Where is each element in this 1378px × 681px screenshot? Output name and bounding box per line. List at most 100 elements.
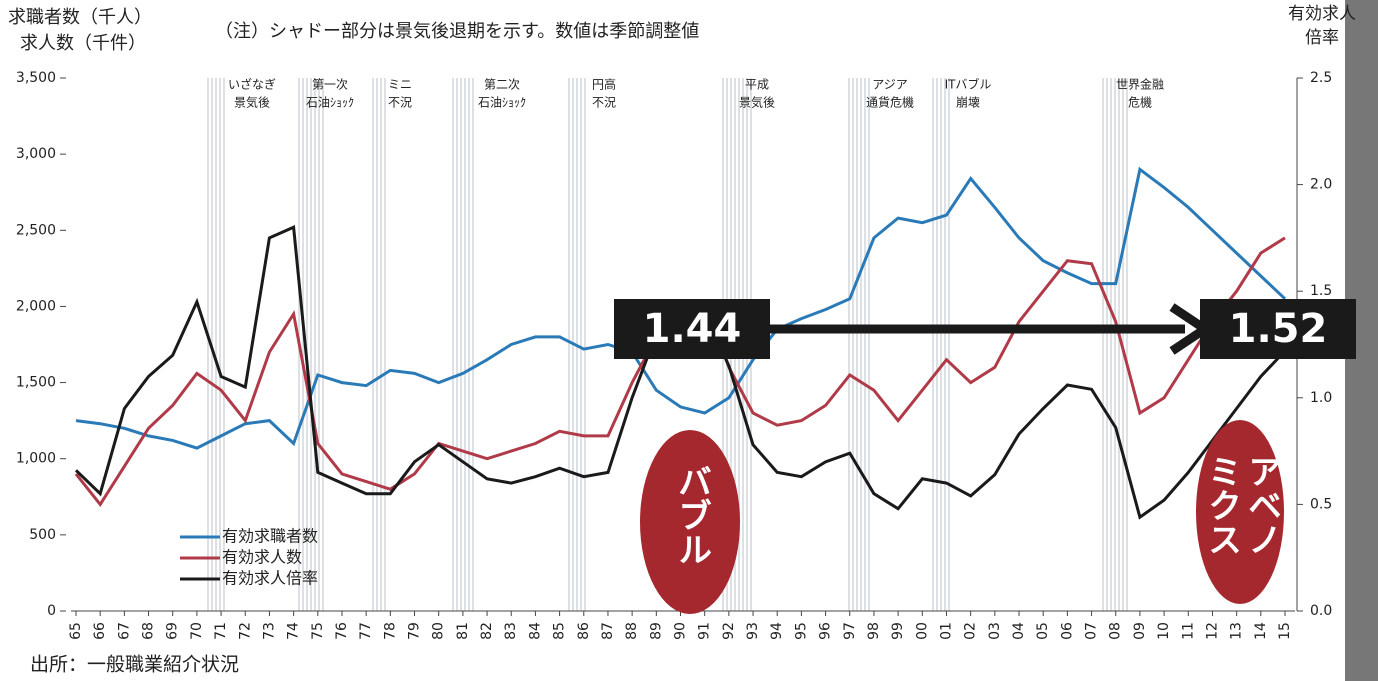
recession-band <box>376 78 378 611</box>
recession-band <box>848 78 850 611</box>
recession-band <box>568 78 570 611</box>
callout-label: 1.44 <box>643 306 742 352</box>
recession-label: 不況 <box>592 95 616 110</box>
recession-band <box>314 78 316 611</box>
recession-band <box>215 78 217 611</box>
x-tick-label: 86 <box>576 622 592 640</box>
x-tick-label: 94 <box>769 622 785 640</box>
y-axis-label: 求人数（千件） <box>20 33 146 54</box>
y2-tick-label: 1.5 <box>1310 283 1332 299</box>
legend-label: 有効求人数 <box>222 548 302 567</box>
recession-band <box>944 78 946 611</box>
x-tick-label: 91 <box>697 622 713 640</box>
x-tick-label: 77 <box>358 622 374 640</box>
y-tick-label: 2,500 <box>16 222 56 238</box>
recession-band <box>856 78 858 611</box>
recession-band <box>452 78 454 611</box>
callout-box <box>1200 299 1356 359</box>
recession-band <box>932 78 934 611</box>
recession-band <box>852 78 854 611</box>
recession-label: 第一次 <box>312 78 348 92</box>
x-tick-label: 99 <box>890 622 906 640</box>
recession-label: 不況 <box>388 95 412 110</box>
x-tick-label: 03 <box>987 622 1003 640</box>
x-tick-label: 98 <box>866 622 882 640</box>
recession-band <box>372 78 374 611</box>
x-tick-label: 01 <box>938 622 954 640</box>
x-tick-label: 81 <box>455 622 471 640</box>
callout-label: 1.52 <box>1229 306 1328 352</box>
y-tick-label: 1,000 <box>16 451 56 467</box>
recession-band <box>306 78 308 611</box>
recession-label: 通貨危機 <box>866 95 914 110</box>
x-tick-label: 84 <box>527 622 543 640</box>
x-tick-label: 80 <box>431 622 447 640</box>
recession-band <box>460 78 462 611</box>
x-tick-label: 79 <box>407 622 423 640</box>
recession-label: 景気後 <box>739 95 775 110</box>
recession-label: 世界金融 <box>1116 77 1164 92</box>
x-tick-label: 87 <box>600 622 616 640</box>
recession-label: 石油ｼｮｯｸ <box>478 96 526 110</box>
y-tick-label: 0 <box>47 603 56 619</box>
y2-tick-label: 1.0 <box>1310 390 1332 406</box>
series-line <box>75 166 1287 450</box>
x-tick-label: 07 <box>1084 622 1100 640</box>
recession-band <box>302 78 304 611</box>
x-tick-label: 02 <box>963 622 979 640</box>
x-tick-label: 82 <box>479 622 495 640</box>
recession-band <box>580 78 582 611</box>
recession-band <box>1126 78 1128 611</box>
recession-label: 第二次 <box>484 78 520 92</box>
x-tick-label: 85 <box>552 622 568 640</box>
recession-band <box>468 78 470 611</box>
x-tick-label: 96 <box>818 622 834 640</box>
y-tick-label: 500 <box>29 527 56 543</box>
recession-band <box>464 78 466 611</box>
recession-band <box>207 78 209 611</box>
recession-band <box>322 78 324 611</box>
source: 出所：一般職業紹介状況 <box>30 654 239 676</box>
x-tick-label: 65 <box>68 622 84 640</box>
x-tick-label: 04 <box>1011 622 1027 640</box>
legend-label: 有効求人倍率 <box>222 569 318 588</box>
recession-band <box>1102 78 1104 611</box>
recession-band <box>472 78 474 611</box>
recession-label: 平成 <box>745 78 769 92</box>
x-tick-label: 88 <box>624 622 640 640</box>
x-tick-label: 13 <box>1229 622 1245 640</box>
x-tick-label: 67 <box>116 622 132 640</box>
recession-band <box>936 78 938 611</box>
recession-label: ITバブル <box>945 77 992 92</box>
x-tick-label: 89 <box>648 622 664 640</box>
legend-label: 有効求職者数 <box>222 527 318 546</box>
x-tick-label: 78 <box>382 622 398 640</box>
recession-band <box>860 78 862 611</box>
x-tick-label: 05 <box>1035 622 1051 640</box>
y-tick-label: 1,500 <box>16 375 56 391</box>
x-tick-label: 76 <box>334 622 350 640</box>
recession-band <box>219 78 221 611</box>
y2-tick-label: 2.0 <box>1310 177 1332 193</box>
bubble-label: アベノ <box>1242 454 1282 556</box>
recession-label: アジア <box>872 78 908 92</box>
recession-band <box>1118 78 1120 611</box>
bubble-label: バブル <box>672 464 712 566</box>
recession-label: 円高 <box>592 77 616 92</box>
y-axis-label: 求職者数（千人） <box>8 7 152 28</box>
x-tick-label: 74 <box>286 622 302 640</box>
recession-label: いざなぎ <box>228 77 276 92</box>
x-tick-label: 71 <box>213 622 229 640</box>
bubble <box>640 430 740 614</box>
recession-band <box>584 78 586 611</box>
y-tick-label: 2,000 <box>16 298 56 314</box>
recession-band <box>318 78 320 611</box>
y-tick-label: 3,500 <box>16 70 56 86</box>
x-tick-label: 73 <box>261 622 277 640</box>
x-tick-label: 11 <box>1180 622 1196 640</box>
y2-tick-label: 0.5 <box>1310 496 1332 512</box>
x-tick-label: 15 <box>1277 622 1293 640</box>
bubble-label: ミクス <box>1202 454 1242 556</box>
callout-box <box>614 299 770 359</box>
